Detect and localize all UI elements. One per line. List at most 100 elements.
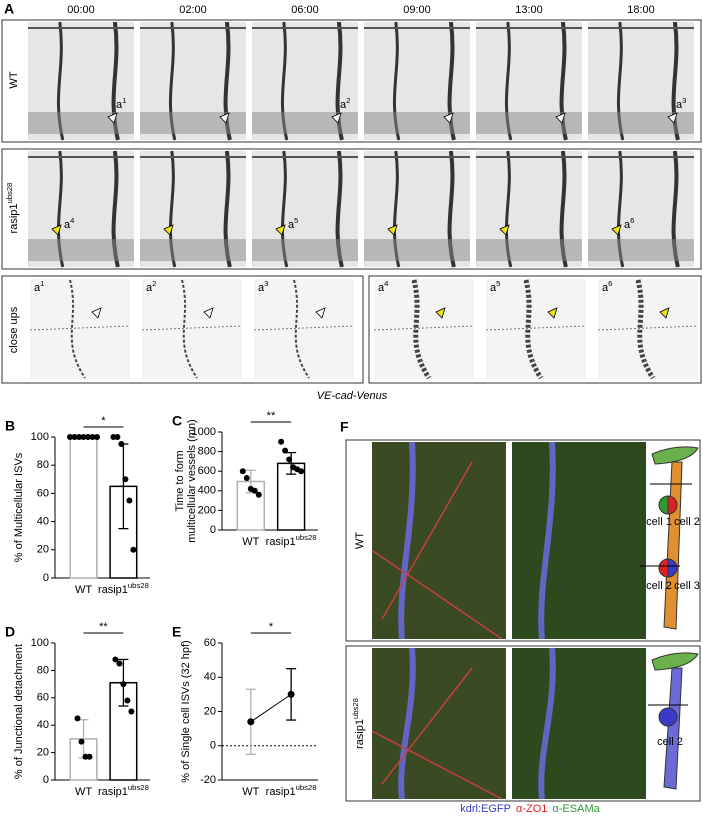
data-point	[78, 738, 85, 745]
y-tick-label: 60	[204, 637, 216, 649]
x-tick-label: rasip1ubs28	[266, 533, 317, 548]
junction	[371, 667, 503, 800]
y-tick-label: 20	[204, 705, 216, 717]
arrowhead	[443, 112, 454, 124]
arrow-label-text: a	[64, 219, 71, 231]
closeup	[30, 279, 130, 380]
data-point	[251, 487, 258, 494]
mean-line	[250, 693, 292, 723]
cell-icon	[667, 495, 678, 515]
arrowhead	[611, 224, 622, 236]
x-tick-label-text: WT	[242, 786, 259, 798]
legend-entry: α-ZO1	[516, 803, 547, 815]
timepoint: 13:00	[515, 4, 543, 16]
timepoint: 09:00	[403, 4, 431, 16]
arrow-label-sup: 2	[346, 96, 350, 105]
data-point	[89, 434, 96, 440]
data-point	[118, 441, 125, 448]
y-tick-label: 80	[37, 664, 49, 676]
row-label: close ups	[8, 306, 20, 353]
significance: **	[267, 410, 276, 422]
x-tick-label: WT	[242, 536, 259, 548]
data-point	[67, 434, 73, 440]
y-tick-label: -20	[200, 774, 216, 786]
vessel	[538, 441, 556, 640]
significance: **	[99, 621, 108, 633]
closeup-label-sup: 2	[152, 279, 156, 288]
panel-label: A	[4, 1, 14, 17]
arrow-label-sup: 5	[294, 216, 298, 225]
timepoint: 18:00	[627, 4, 655, 16]
data-point	[94, 434, 100, 440]
y-tick-label: 0	[210, 740, 216, 752]
closeup-label-text: a	[34, 282, 41, 294]
y-tick-label: 0	[43, 774, 49, 786]
y-tick-label: 60	[37, 692, 49, 704]
panel-label: C	[172, 413, 182, 429]
panel-label: F	[340, 419, 349, 435]
schematic-top	[651, 652, 699, 671]
data-point	[116, 660, 123, 667]
vessel	[398, 441, 416, 640]
arrow-label-text: a	[624, 219, 631, 231]
timepoint: 06:00	[291, 4, 319, 16]
y-tick-label: 1000	[192, 426, 216, 438]
row-label-text: rasip1	[8, 203, 20, 233]
row-label-text: WT	[354, 532, 366, 549]
vessel-band	[140, 239, 246, 261]
y-axis-label: Time to form	[174, 450, 186, 511]
closeup-structure	[181, 279, 198, 379]
arrowhead	[275, 224, 286, 236]
vessel-band	[28, 239, 134, 261]
cell-label: cell 3	[674, 580, 700, 592]
closeup-structure	[373, 325, 475, 331]
arrow-label-sup: 3	[682, 96, 686, 105]
closeup	[142, 279, 242, 380]
legend-entry: kdrl:EGFP	[460, 803, 511, 815]
cell-icon	[658, 495, 669, 515]
x-tick-label-sup: ubs28	[296, 533, 317, 542]
arrowhead	[387, 224, 398, 236]
data-point	[114, 434, 121, 440]
legend: kdrl:EGFP α-ZO1 α-ESAMa	[460, 803, 600, 815]
row-label: WT	[354, 532, 366, 549]
closeup-label: a6	[602, 279, 612, 294]
y-tick-label: 60	[37, 487, 49, 499]
closeup-label-sup: 6	[608, 279, 612, 288]
data-point	[255, 491, 262, 498]
data-point	[112, 656, 119, 663]
y-tick-label: 100	[31, 431, 49, 443]
significance: *	[101, 415, 106, 427]
micrograph	[512, 442, 646, 639]
x-tick-label-sup: ubs28	[128, 783, 149, 792]
x-tick-label: rasip1ubs28	[98, 783, 149, 798]
schematic-vessel	[663, 461, 683, 630]
arrowhead	[499, 224, 510, 236]
cell-label: cell 2	[657, 736, 683, 748]
vessel-band	[28, 112, 134, 134]
y-tick-label: 40	[37, 719, 49, 731]
closeup-structure	[253, 325, 355, 331]
data-point	[86, 753, 93, 760]
arrow-label-sup: 1	[122, 96, 126, 105]
data-point	[80, 434, 87, 440]
y-tick-label: 80	[37, 459, 49, 471]
arrow-label-text: a	[116, 99, 123, 111]
arrowhead	[203, 307, 214, 319]
closeup-label-sup: 1	[40, 279, 44, 288]
closeup-label-sup: 5	[496, 279, 500, 288]
data-point	[282, 447, 289, 454]
closeup-label-text: a	[146, 282, 153, 294]
closeup-structure	[141, 325, 243, 331]
data-point	[286, 456, 293, 463]
panel-frame	[1, 19, 702, 143]
panel-label: B	[5, 418, 15, 434]
vessel-band	[364, 239, 470, 261]
y-tick-label: 200	[198, 504, 216, 516]
cell-label: cell 1	[646, 516, 672, 528]
closeup-label: a1	[34, 279, 44, 294]
row-label-sup: ubs28	[351, 698, 360, 719]
closeup-structure	[29, 325, 131, 331]
vessel	[538, 647, 556, 800]
